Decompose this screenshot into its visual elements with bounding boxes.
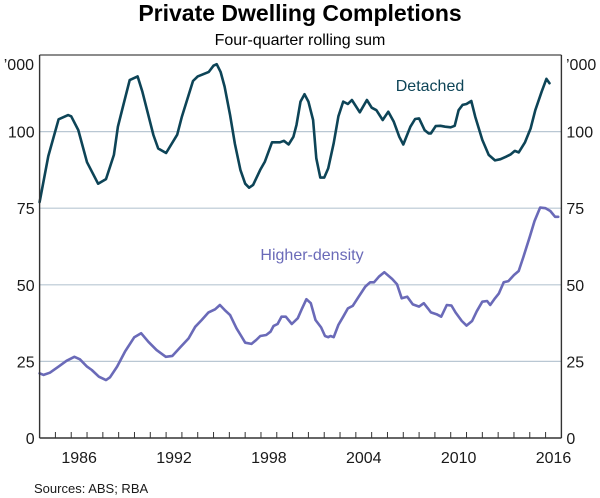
series-line-higher-density [38, 206, 560, 382]
axis-ticks: 0 0 25 25 50 50 75 75 100 100 1986 1992 1998 2004 2010… [8, 125, 593, 467]
left-unit-label: ’000 [4, 57, 34, 74]
x-tick-label-2016: 2016 [536, 450, 572, 467]
y-tick-label-left-100: 100 [8, 125, 35, 142]
y-tick-label-right-100: 100 [566, 125, 593, 142]
x-tick-label-2010: 2010 [441, 450, 477, 467]
y-tick-label-right-50: 50 [566, 278, 584, 295]
x-tick-label-2004: 2004 [346, 450, 382, 467]
source-note: Sources: ABS; RBA [34, 481, 148, 496]
plot-frame [38, 54, 563, 439]
y-tick-label-right-25: 25 [566, 354, 584, 371]
x-tick-label-1992: 1992 [156, 450, 192, 467]
y-tick-label-right-75: 75 [566, 201, 584, 218]
y-tick-label-right-0: 0 [566, 431, 575, 448]
y-tick-label-left-0: 0 [26, 431, 35, 448]
right-unit-label: ’000 [566, 57, 596, 74]
higher-density-series-label: Higher-density [260, 247, 363, 264]
y-tick-label-left-50: 50 [17, 278, 35, 295]
x-tick-label-1986: 1986 [61, 450, 97, 467]
series-lines [38, 62, 560, 382]
series-line-detached [38, 62, 551, 204]
gridlines [39, 131, 562, 362]
chart-title: Private Dwelling Completions [138, 0, 461, 26]
x-tick-label-1998: 1998 [251, 450, 287, 467]
detached-series-label: Detached [396, 78, 465, 95]
chart-subtitle: Four-quarter rolling sum [215, 32, 386, 49]
y-tick-label-left-75: 75 [17, 201, 35, 218]
y-tick-label-left-25: 25 [17, 354, 35, 371]
